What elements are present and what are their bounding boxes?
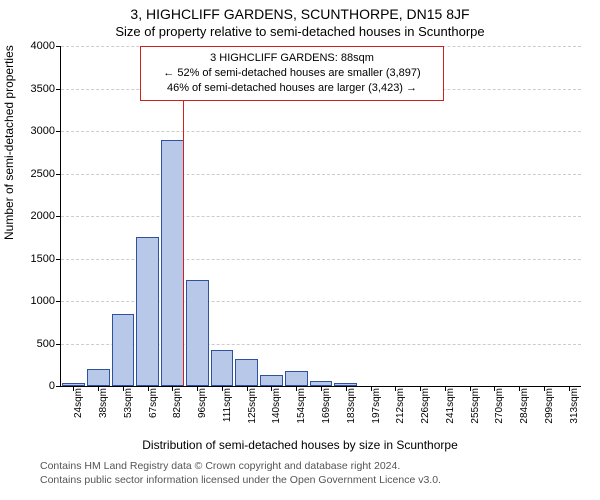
y-tick-mark [56,174,61,175]
y-tick-mark [56,131,61,132]
grid-line [61,174,581,175]
y-tick-label: 3000 [15,125,55,137]
y-tick-mark [56,386,61,387]
y-tick-mark [56,344,61,345]
x-tick-label: 38sqm [98,388,109,438]
x-tick-label: 313sqm [569,388,580,438]
y-tick-label: 1500 [15,253,55,265]
info-line-smaller: ← 52% of semi-detached houses are smalle… [147,66,437,81]
x-tick-label: 212sqm [395,388,406,438]
histogram-bar [235,359,258,386]
y-tick-label: 0 [15,380,55,392]
x-tick-label: 96sqm [197,388,208,438]
info-line-subject: 3 HIGHCLIFF GARDENS: 88sqm [147,51,437,66]
x-tick-label: 270sqm [494,388,505,438]
x-tick-label: 154sqm [296,388,307,438]
histogram-bar [211,350,234,386]
grid-line [61,216,581,217]
y-tick-mark [56,216,61,217]
y-tick-mark [56,89,61,90]
x-axis-label: Distribution of semi-detached houses by … [0,438,600,452]
x-tick-label: 82sqm [172,388,183,438]
footer-line-1: Contains HM Land Registry data © Crown c… [40,460,580,474]
footer-line-2: Contains public sector information licen… [40,474,580,488]
footer-attribution: Contains HM Land Registry data © Crown c… [40,460,580,487]
grid-line [61,131,581,132]
x-tick-label: 183sqm [346,388,357,438]
chart-container: 3, HIGHCLIFF GARDENS, SCUNTHORPE, DN15 8… [0,0,600,500]
x-tick-label: 53sqm [123,388,134,438]
x-tick-label: 197sqm [371,388,382,438]
x-tick-label: 125sqm [247,388,258,438]
x-tick-label: 169sqm [321,388,332,438]
y-tick-label: 2500 [15,168,55,180]
y-tick-label: 2000 [15,210,55,222]
x-tick-label: 67sqm [148,388,159,438]
info-line-larger: 46% of semi-detached houses are larger (… [147,81,437,96]
x-tick-label: 284sqm [519,388,530,438]
chart-title-sub: Size of property relative to semi-detach… [0,24,600,39]
x-tick-label: 226sqm [420,388,431,438]
y-tick-mark [56,301,61,302]
histogram-bar [112,314,135,386]
x-tick-label: 299sqm [544,388,555,438]
histogram-bar [260,375,283,386]
chart-title-main: 3, HIGHCLIFF GARDENS, SCUNTHORPE, DN15 8… [0,6,600,22]
y-tick-label: 1000 [15,295,55,307]
histogram-bar [161,140,184,387]
histogram-bar [285,371,308,386]
y-tick-mark [56,46,61,47]
x-tick-label: 241sqm [445,388,456,438]
x-tick-label: 140sqm [271,388,282,438]
histogram-bar [186,280,209,386]
y-tick-label: 500 [15,338,55,350]
y-tick-mark [56,259,61,260]
x-tick-label: 24sqm [73,388,84,438]
x-tick-label: 255sqm [470,388,481,438]
histogram-bar [87,369,110,386]
x-tick-label: 111sqm [222,388,233,438]
y-tick-label: 3500 [15,83,55,95]
histogram-bar [136,237,159,386]
y-axis-label: Number of semi-detached properties [2,45,16,240]
info-box: 3 HIGHCLIFF GARDENS: 88sqm ← 52% of semi… [140,46,444,101]
y-tick-label: 4000 [15,40,55,52]
